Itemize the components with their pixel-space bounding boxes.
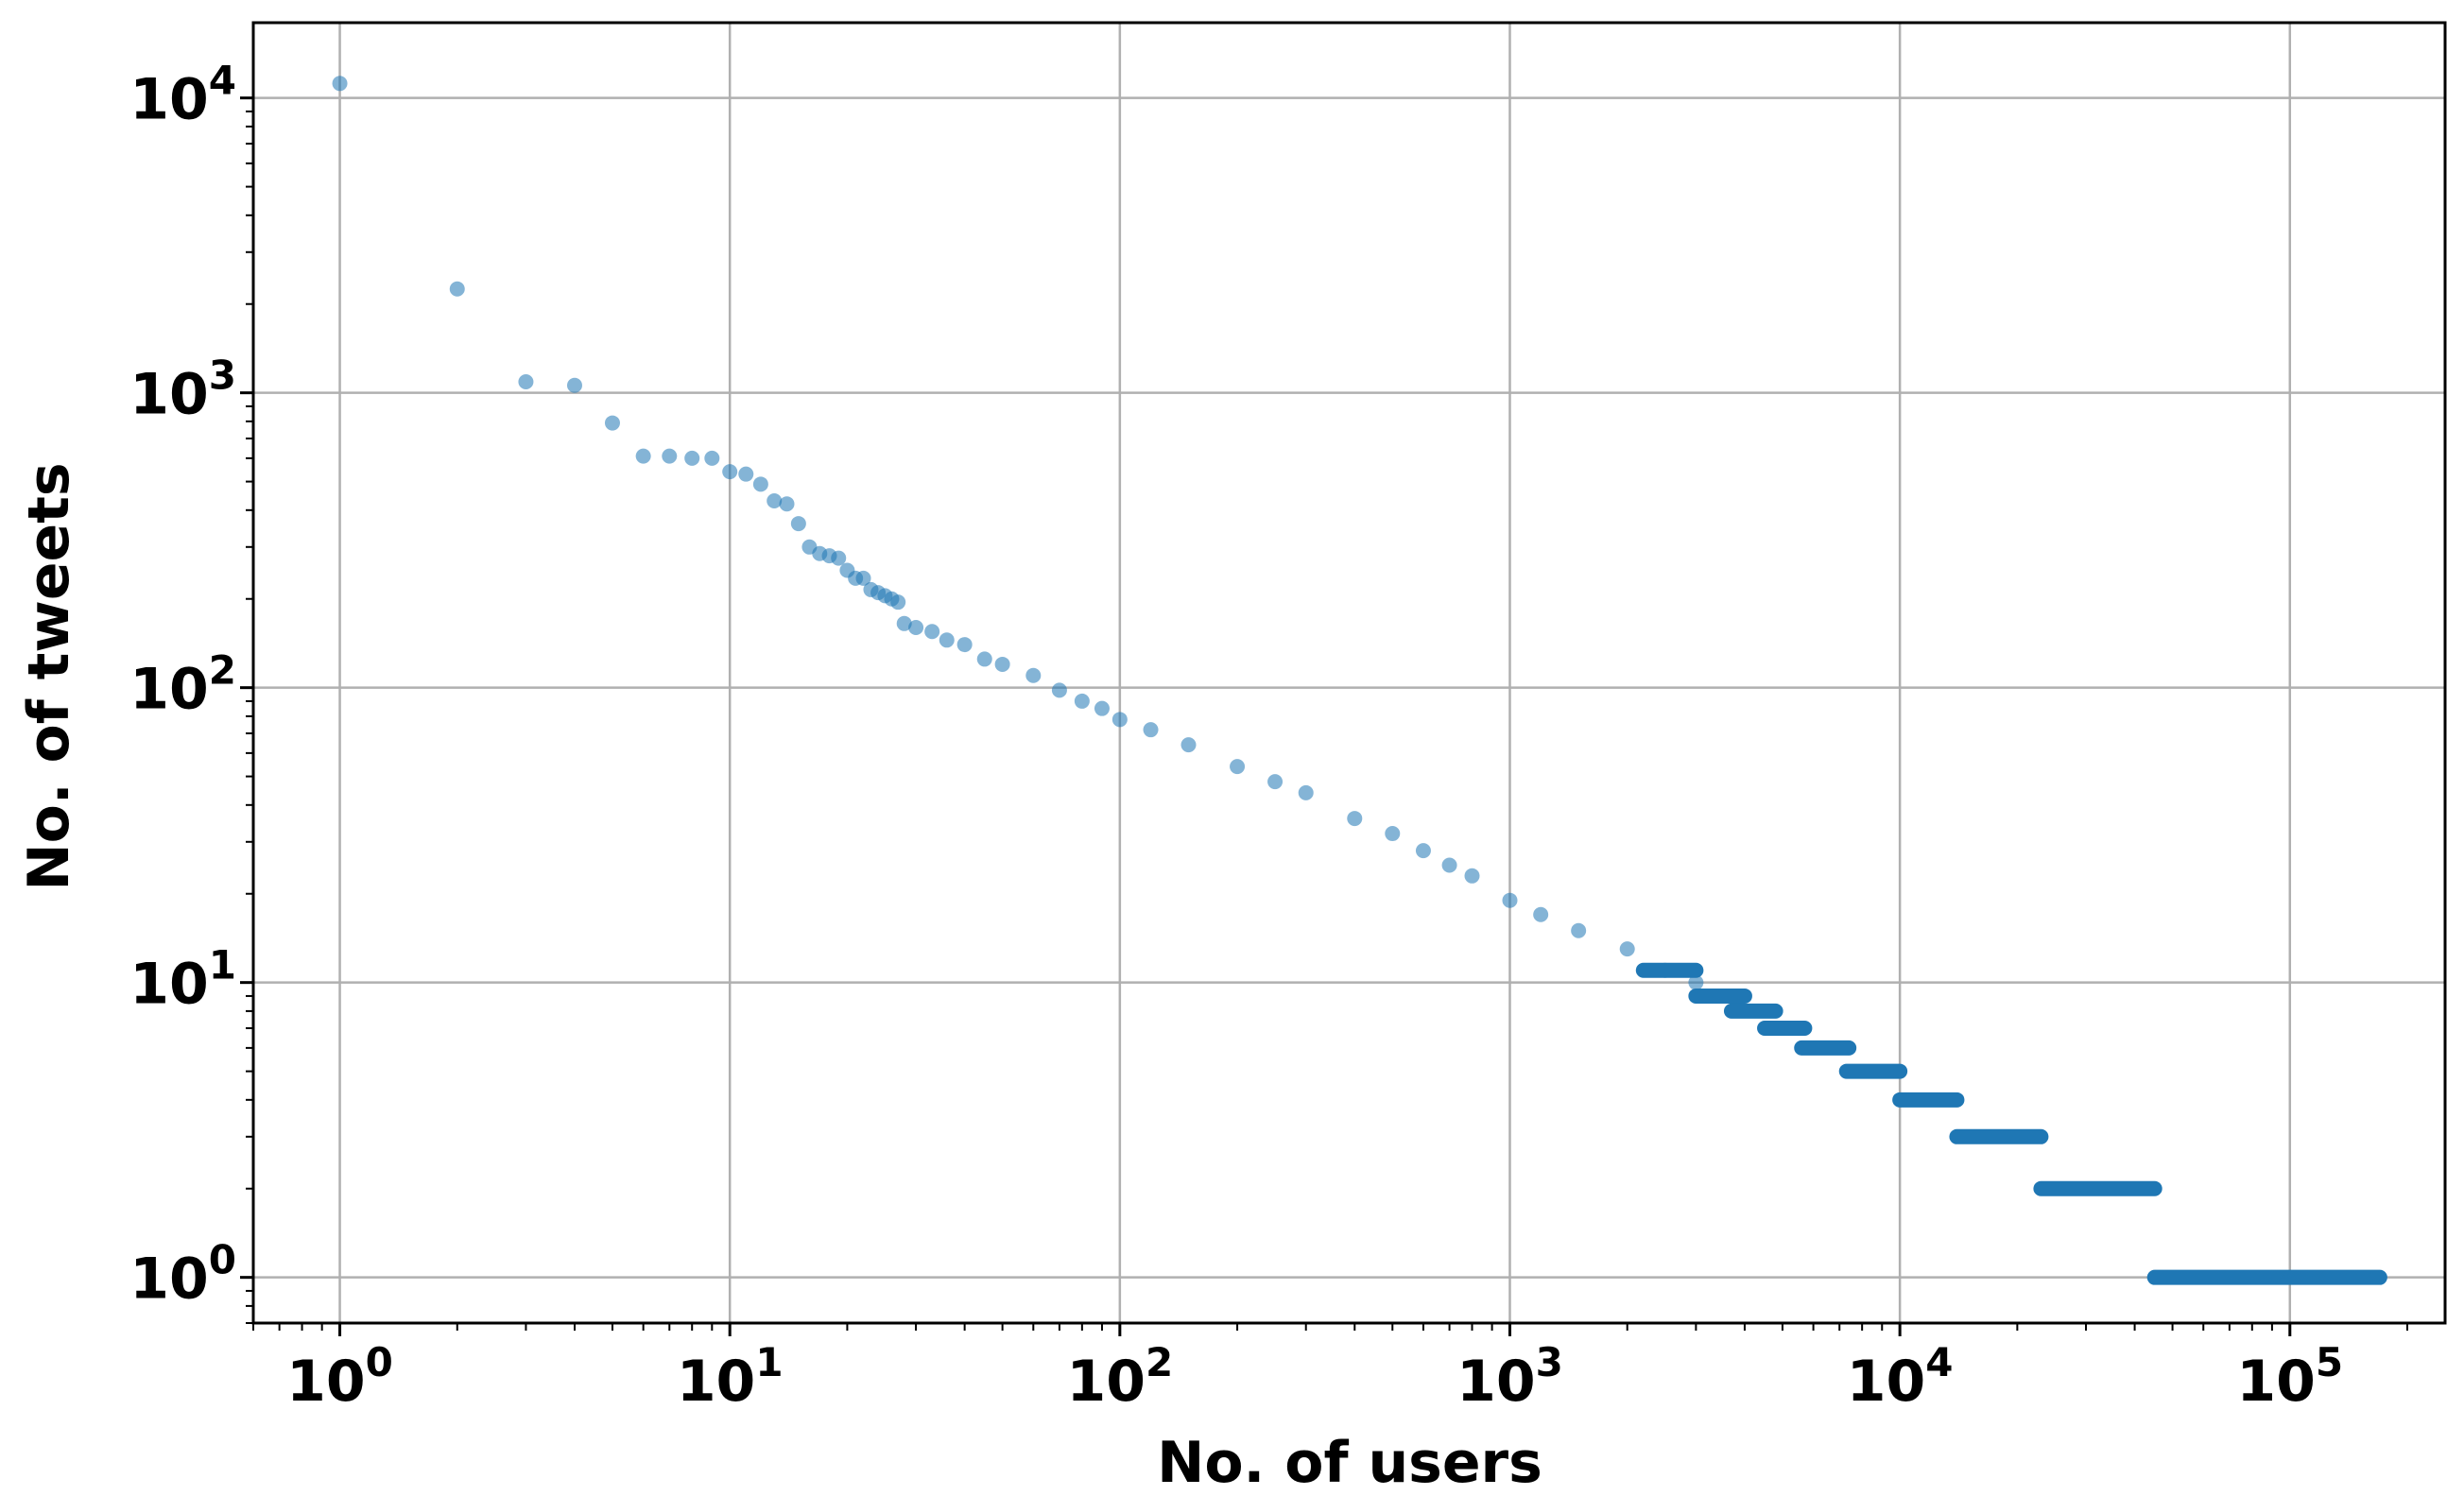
data-point [1180, 737, 1197, 753]
x-tick-label-exponent: 1 [755, 1339, 783, 1385]
data-point [704, 450, 720, 466]
data-point [1441, 857, 1457, 873]
data-point [767, 493, 783, 509]
x-tick-label: 102 [1066, 1339, 1173, 1415]
y-tick-label: 103 [129, 353, 236, 428]
x-tick-label-base: 10 [1066, 1349, 1146, 1415]
x-tick-label: 103 [1456, 1339, 1563, 1415]
y-tick-label-base: 10 [129, 67, 209, 133]
y-tick-label: 101 [129, 942, 236, 1018]
x-tick-label: 105 [2236, 1339, 2343, 1415]
data-point [1074, 693, 1090, 709]
x-tick-label-base: 10 [1456, 1349, 1536, 1415]
data-point [722, 464, 738, 480]
data-point [855, 570, 871, 586]
x-tick-label-exponent: 2 [1146, 1339, 1173, 1385]
data-points [332, 76, 2387, 1285]
data-point [1464, 868, 1480, 884]
data-point [896, 615, 912, 631]
x-tick-label-exponent: 3 [1536, 1339, 1563, 1385]
data-point [752, 476, 768, 492]
data-point [566, 377, 582, 393]
data-point [908, 619, 924, 635]
y-tick-label: 102 [129, 647, 236, 723]
x-tick-label-base: 10 [1847, 1349, 1926, 1415]
x-tick-label: 101 [677, 1339, 784, 1415]
data-point [449, 281, 465, 297]
data-point [924, 624, 940, 640]
data-point [1094, 700, 1110, 716]
data-point [1533, 906, 1549, 922]
data-point [1230, 759, 1246, 775]
data-point [956, 637, 973, 653]
y-tick-label-exponent: 1 [209, 942, 236, 989]
data-point [1347, 811, 1363, 827]
x-tick-label-base: 10 [677, 1349, 756, 1415]
data-point [1619, 941, 1635, 957]
axis-ticks [240, 96, 2409, 1336]
x-axis-title: No. of users [1157, 1430, 1542, 1496]
x-tick-label-exponent: 5 [2316, 1339, 2343, 1385]
y-tick-label-exponent: 2 [209, 647, 236, 694]
data-point [604, 415, 620, 431]
data-point [1051, 682, 1067, 698]
grid-lines [253, 23, 2445, 1323]
y-tick-label-base: 10 [129, 362, 209, 428]
data-point [976, 651, 992, 667]
y-tick-label-exponent: 0 [209, 1237, 236, 1283]
data-point [779, 496, 795, 512]
data-point [738, 466, 754, 482]
data-point [1571, 922, 1587, 938]
data-point [1111, 712, 1128, 728]
data-point [662, 448, 678, 464]
x-tick-label: 104 [1847, 1339, 1954, 1415]
data-point [939, 632, 955, 648]
x-tick-label-base: 10 [286, 1349, 366, 1415]
data-point [790, 516, 806, 532]
data-point [994, 656, 1010, 672]
y-axis-title: No. of tweets [16, 462, 82, 890]
y-tick-label-exponent: 3 [209, 353, 236, 399]
data-point [1298, 784, 1314, 800]
x-tick-label-exponent: 0 [366, 1339, 393, 1385]
y-tick-label-base: 10 [129, 952, 209, 1018]
x-tick-label-base: 10 [2236, 1349, 2316, 1415]
data-point [1688, 974, 1704, 990]
y-tick-label: 100 [129, 1237, 236, 1313]
data-point [1502, 892, 1518, 908]
x-tick-label-exponent: 4 [1925, 1339, 1953, 1385]
data-point [1385, 826, 1401, 842]
data-point [635, 448, 651, 464]
plot-frame [251, 21, 2447, 1325]
y-tick-label-base: 10 [129, 1247, 209, 1313]
data-point [831, 550, 847, 566]
data-point [684, 450, 700, 466]
data-point [1025, 667, 1042, 683]
x-tick-label: 100 [286, 1339, 393, 1415]
data-point [1143, 722, 1159, 738]
data-point [1267, 774, 1284, 790]
y-tick-label-exponent: 4 [209, 58, 236, 104]
y-tick-label: 104 [129, 58, 236, 133]
data-point [332, 76, 348, 92]
data-point [1415, 843, 1431, 859]
y-tick-label-base: 10 [129, 657, 209, 723]
data-point [518, 373, 534, 389]
data-point [890, 594, 906, 610]
